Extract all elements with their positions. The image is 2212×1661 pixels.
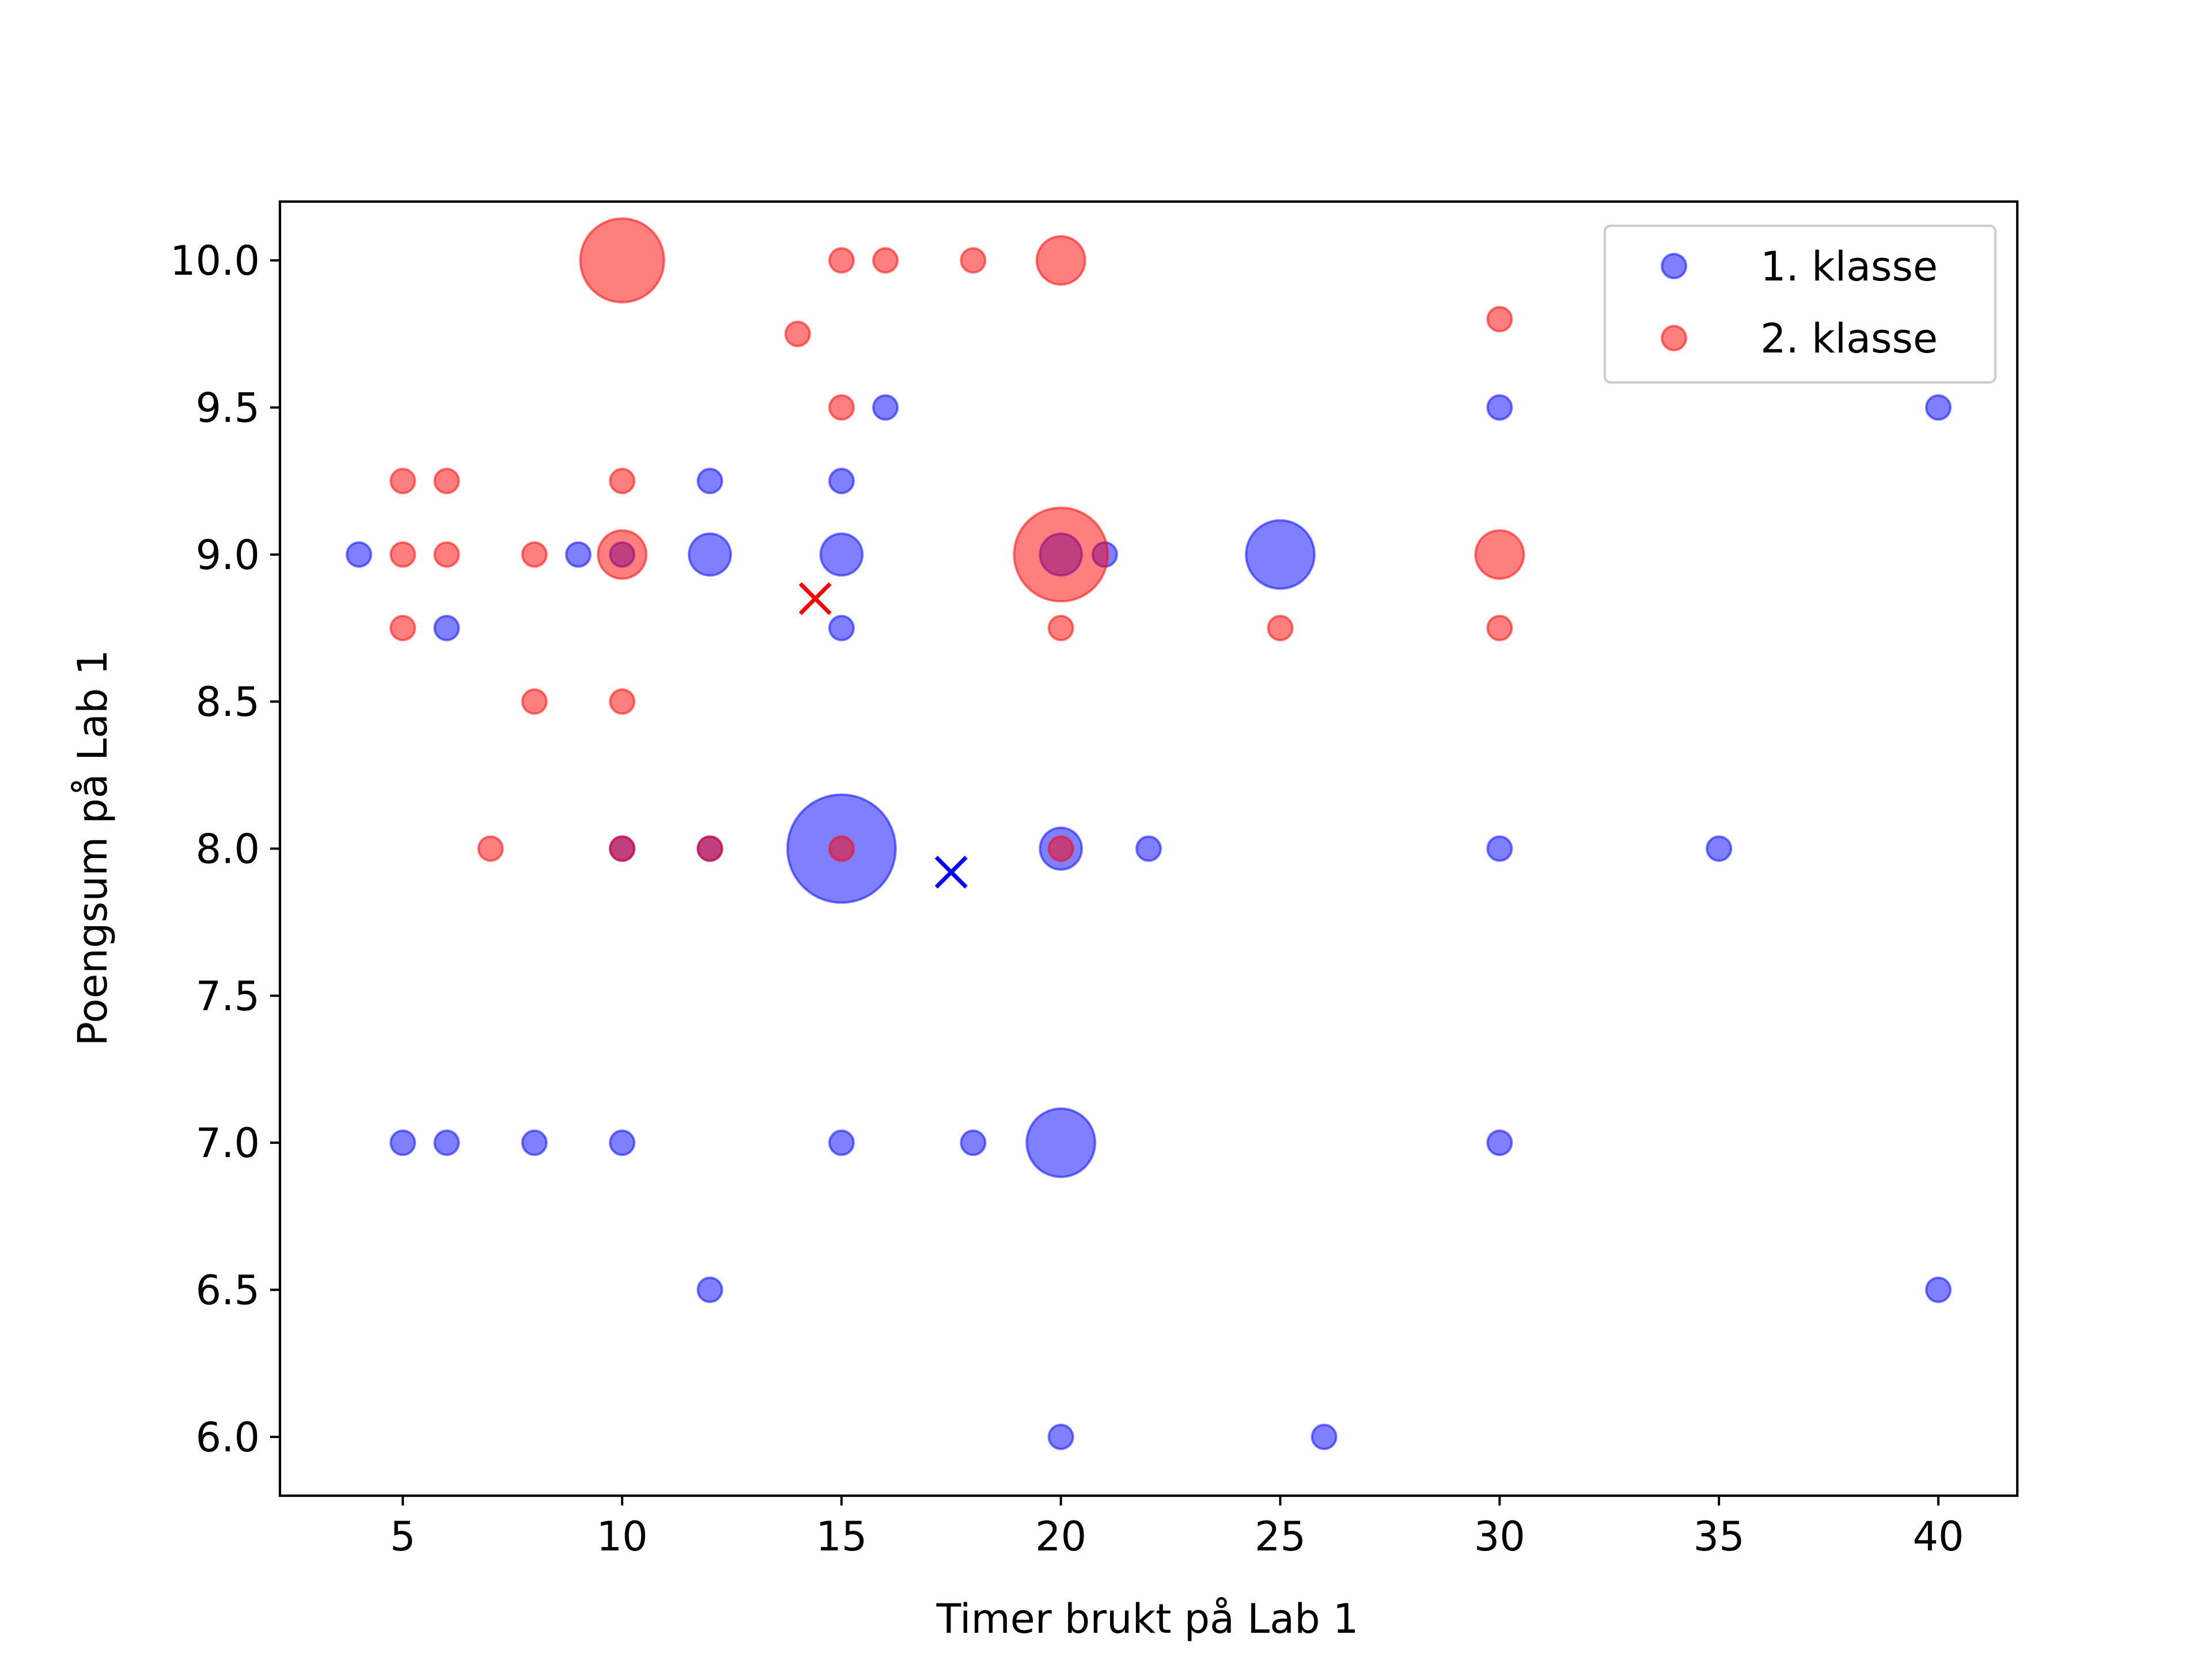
x-tick-label: 10: [597, 1513, 648, 1560]
data-point-series-2: [784, 320, 811, 347]
data-point-series-2: [828, 394, 855, 421]
data-point-series-1: [433, 1129, 460, 1156]
data-point-series-2: [389, 468, 416, 495]
data-point-series-1: [1310, 1423, 1338, 1450]
mean-marker-series-2: [798, 582, 832, 615]
legend-box: [1604, 225, 1997, 384]
data-point-series-1: [565, 541, 592, 568]
x-tick-label: 30: [1474, 1513, 1525, 1560]
data-point-series-1: [688, 532, 732, 577]
data-point-series-1: [346, 541, 373, 568]
data-point-series-2: [828, 247, 855, 274]
legend-label-series-2: 2. klasse: [1760, 315, 1938, 362]
data-point-series-2: [960, 247, 987, 274]
data-point-series-2: [609, 835, 636, 862]
data-point-series-1: [1486, 394, 1513, 421]
x-tick-label: 40: [1912, 1513, 1964, 1560]
data-point-series-1: [828, 1129, 855, 1156]
data-point-series-2: [389, 615, 416, 642]
x-tick-label: 35: [1694, 1513, 1745, 1560]
y-tick-label: 6.5: [196, 1267, 260, 1314]
data-point-series-1: [696, 1276, 724, 1303]
data-point-series-1: [1135, 835, 1162, 862]
data-point-series-1: [1486, 1129, 1513, 1156]
x-tick-label: 20: [1035, 1513, 1086, 1560]
y-tick-label: 9.0: [196, 532, 260, 579]
x-axis-label: Timer brukt på Lab 1: [936, 1595, 1359, 1643]
data-point-series-1: [389, 1129, 416, 1156]
y-axis-label: Poengsum på Lab 1: [69, 650, 116, 1046]
data-point-series-1: [1706, 835, 1733, 862]
data-point-series-1: [1245, 519, 1316, 590]
data-point-series-1: [521, 1129, 548, 1156]
data-point-series-1: [1025, 1107, 1097, 1178]
data-point-series-2: [1047, 835, 1074, 862]
y-tick-label: 7.0: [196, 1120, 260, 1167]
legend-marker-series-1: [1661, 253, 1687, 279]
data-point-series-1: [872, 394, 899, 421]
y-tick-label: 8.0: [196, 826, 260, 873]
data-point-series-2: [1267, 615, 1294, 642]
data-point-series-2: [828, 835, 855, 862]
y-tick-label: 6.0: [196, 1414, 260, 1461]
data-point-series-1: [1486, 835, 1513, 862]
x-tick-label: 25: [1255, 1513, 1306, 1560]
data-point-series-2: [521, 688, 548, 715]
data-point-series-1: [828, 615, 855, 642]
mean-marker-series-1: [934, 855, 968, 889]
data-point-series-1: [433, 615, 460, 642]
data-point-series-1: [828, 468, 855, 495]
y-axis: 6.0 6.5 7.0 7.5 8.0 8.5 9.0 9.5 10.0: [170, 237, 280, 1461]
legend: 1. klasse 2. klasse: [1604, 225, 1997, 384]
data-point-series-2: [696, 835, 724, 862]
data-point-series-2: [1013, 506, 1109, 603]
data-point-series-2: [609, 468, 636, 495]
y-tick-label: 9.5: [196, 384, 260, 431]
data-point-series-2: [1486, 615, 1513, 642]
data-point-series-1: [819, 532, 864, 577]
data-point-series-2: [521, 541, 548, 568]
data-point-series-2: [872, 247, 899, 274]
data-point-series-2: [477, 835, 504, 862]
legend-marker-series-2: [1661, 325, 1687, 351]
data-point-series-2: [597, 529, 648, 580]
data-point-series-1: [960, 1129, 987, 1156]
data-point-series-2: [609, 688, 636, 715]
data-point-series-1: [1047, 1423, 1074, 1450]
data-point-series-2: [1035, 235, 1086, 286]
data-point-series-2: [1486, 306, 1513, 333]
y-tick-label: 8.5: [196, 678, 260, 726]
plot-marks: [346, 217, 1952, 1450]
mean-marker-stroke: [798, 582, 832, 615]
x-tick-label: 5: [390, 1513, 416, 1560]
data-point-series-1: [609, 1129, 636, 1156]
y-tick-label: 7.5: [196, 973, 260, 1020]
data-point-series-2: [433, 468, 460, 495]
data-point-series-2: [579, 217, 665, 304]
x-tick-label: 15: [816, 1513, 867, 1560]
data-point-series-2: [389, 541, 416, 568]
data-point-series-2: [433, 541, 460, 568]
legend-label-series-1: 1. klasse: [1760, 243, 1938, 290]
data-point-series-2: [1474, 529, 1525, 580]
data-point-series-1: [1925, 394, 1952, 421]
data-point-series-1: [696, 468, 724, 495]
mean-marker-stroke: [934, 855, 968, 889]
x-axis: 5 10 15 20 25 30 35 40: [390, 1496, 1964, 1560]
data-point-series-2: [1047, 615, 1074, 642]
data-point-series-1: [1925, 1276, 1952, 1303]
y-tick-label: 10.0: [170, 237, 260, 285]
